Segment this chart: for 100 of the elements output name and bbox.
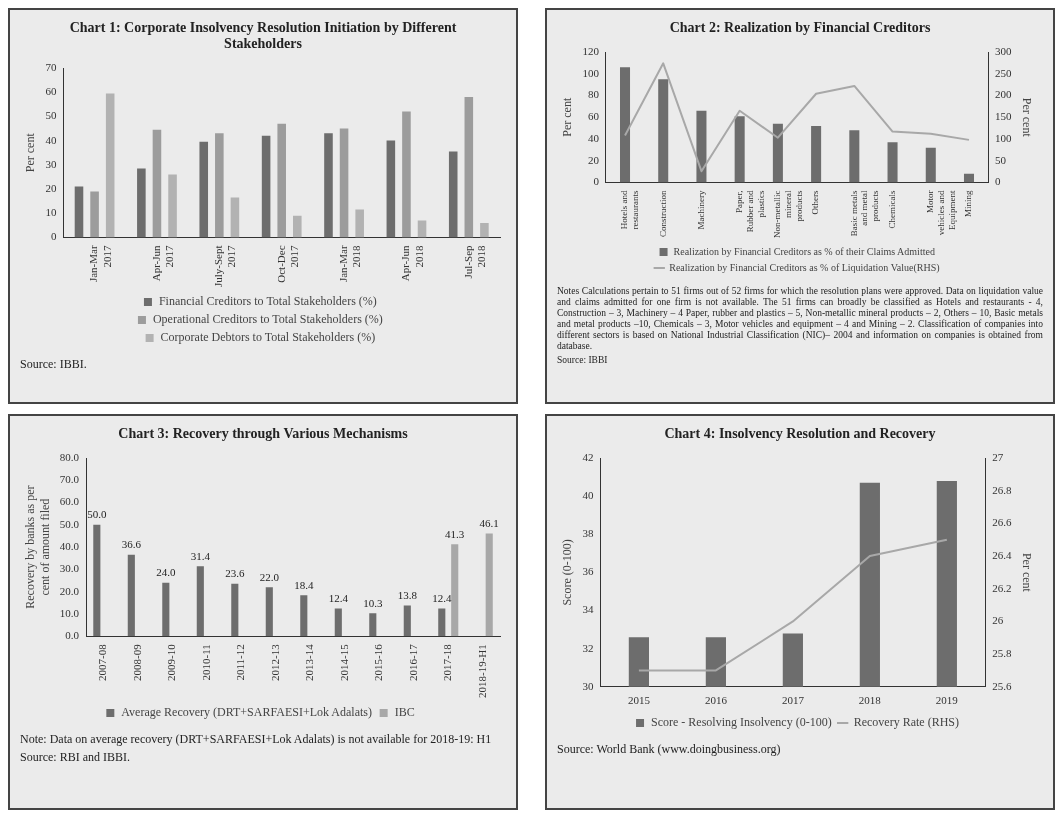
x-tick-label: 2015-16 <box>372 643 385 681</box>
y-axis-title: Recovery by banks as per cent of amount filed <box>23 485 52 609</box>
y2-tick-label: 250 <box>995 66 1013 79</box>
source-note: Source: RBI and IBBI. <box>20 750 131 765</box>
legend-label: Recovery Rate (RHS) <box>853 715 959 730</box>
x-tick-label: 2009-10 <box>165 643 178 681</box>
y-axis-title: Per cent <box>23 132 38 173</box>
y-tick-label: 30 <box>45 157 57 170</box>
y-tick-label: 50 <box>45 109 57 122</box>
bar <box>162 582 170 637</box>
y-tick-label: 10.0 <box>59 606 80 619</box>
x-tick-label: July-Sept 2017 <box>212 244 238 288</box>
bar <box>74 186 84 238</box>
chart-title: Chart 2: Realization by Financial Creditors <box>668 20 932 36</box>
y-tick-label: 40 <box>45 133 57 146</box>
x-tick-label: 2011-12 <box>234 644 247 681</box>
data-label: 46.1 <box>479 516 499 529</box>
x-tick-label: Chemicals <box>886 190 897 229</box>
bar <box>215 133 224 238</box>
y-tick-label: 60 <box>45 85 57 98</box>
y-tick-label: 38 <box>582 527 594 540</box>
y2-tick-label: 26.8 <box>992 483 1013 496</box>
x-tick-label: 2008-09 <box>130 643 143 681</box>
y2-tick-label: 26.6 <box>992 516 1013 529</box>
y2-tick-label: 25.6 <box>992 679 1013 692</box>
y2-tick-label: 200 <box>995 88 1013 101</box>
x-tick-label: Basic metals and metal products <box>848 190 881 237</box>
x-tick-label: 2013-14 <box>303 643 316 681</box>
y-tick-label: 100 <box>582 66 600 79</box>
bar <box>811 125 822 183</box>
y-tick-label: 50.0 <box>59 517 80 530</box>
bar <box>265 587 273 637</box>
y-tick-label: 60 <box>587 110 600 123</box>
bar <box>451 544 459 637</box>
y-tick-label: 40.0 <box>59 540 80 553</box>
y-tick-label: 0 <box>593 175 600 188</box>
legend-label: Realization by Financial Creditors as % of their Claims Admitted <box>673 245 935 257</box>
bar <box>199 141 209 238</box>
y-tick-label: 0 <box>50 230 57 243</box>
bar <box>772 123 783 183</box>
bar <box>925 147 936 183</box>
y2-tick-label: 300 <box>995 44 1013 57</box>
data-label: 10.3 <box>363 596 383 609</box>
bar <box>261 135 271 238</box>
bar <box>196 566 204 637</box>
y-tick-label: 40 <box>582 489 594 502</box>
x-tick-label: Machinery <box>695 190 706 230</box>
legend-label: Financial Creditors to Total Stakeholders (%) <box>158 294 377 309</box>
y2-tick-label: 26.4 <box>992 548 1013 561</box>
source-note: Source: IBBI. <box>20 357 88 372</box>
bar <box>658 79 669 183</box>
bar <box>293 215 302 238</box>
bar <box>93 524 101 637</box>
bar <box>334 608 342 637</box>
data-label: 12.4 <box>328 591 349 604</box>
y-axis-title: Score (0-100) <box>560 539 575 606</box>
data-label: 41.3 <box>445 527 465 540</box>
data-label: 24.0 <box>156 566 176 579</box>
x-tick-label: Jan-Mar 2017 <box>87 244 113 283</box>
bar <box>168 174 177 238</box>
y-tick-label: 20.0 <box>59 584 80 597</box>
y-tick-label: 20 <box>587 153 600 166</box>
y-tick-label: 40 <box>587 131 600 144</box>
x-tick-label: 2014-15 <box>337 643 350 681</box>
bar <box>696 110 707 183</box>
x-tick-label: 2012-13 <box>268 643 281 681</box>
data-label: 12.4 <box>432 591 452 604</box>
data-label: 50.0 <box>87 508 107 521</box>
x-tick-label: 2019 <box>935 694 959 707</box>
chart-title: Chart 4: Insolvency Resolution and Recovery <box>663 426 937 442</box>
bar <box>417 220 427 238</box>
x-tick-label: Jul-Sep 2018 <box>461 244 487 279</box>
x-tick-label: 2018-19-H1 <box>475 644 488 699</box>
bar <box>485 533 493 637</box>
x-tick-label: Construction <box>657 190 668 238</box>
y2-tick-label: 27 <box>992 450 1004 463</box>
bar <box>152 129 162 238</box>
x-tick-label: Paper, Rubber and plastics <box>734 190 766 233</box>
bar <box>137 168 146 238</box>
x-tick-label: 2015 <box>627 694 651 707</box>
y2-axis-title: Per cent <box>1019 552 1034 593</box>
y-tick-label: 70.0 <box>59 473 80 486</box>
y-tick-label: 80.0 <box>59 450 80 463</box>
legend-label: Operational Creditors to Total Stakeholders (%) <box>152 312 383 327</box>
bar <box>438 608 446 637</box>
x-tick-label: Apr-Jun 2018 <box>399 244 425 282</box>
bar <box>480 222 489 238</box>
legend-label: Realization by Financial Creditors as % of Liquidation Value(RHS) <box>669 261 940 274</box>
source-note: Source: IBBI <box>557 355 609 366</box>
y-tick-label: 30 <box>582 679 594 692</box>
y-tick-label: 36 <box>582 565 594 578</box>
y2-tick-label: 50 <box>995 153 1007 166</box>
legend-label: IBC <box>394 705 415 720</box>
bar <box>339 128 349 238</box>
y-tick-label: 20 <box>45 181 57 194</box>
y2-tick-label: 26 <box>992 614 1004 627</box>
x-tick-label: 2007-08 <box>96 643 109 681</box>
x-tick-label: 2018 <box>858 694 882 707</box>
y2-tick-label: 25.8 <box>992 647 1013 659</box>
bar <box>127 554 135 637</box>
